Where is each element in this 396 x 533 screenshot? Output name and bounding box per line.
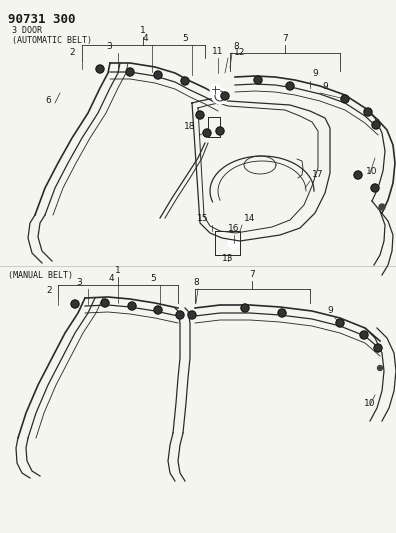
Text: 8: 8 (193, 278, 199, 287)
Circle shape (354, 171, 362, 179)
Text: 16: 16 (228, 224, 240, 233)
Text: 3: 3 (76, 278, 82, 287)
Circle shape (154, 306, 162, 314)
Text: 1: 1 (115, 266, 121, 275)
Text: 3 DOOR
(AUTOMATIC BELT): 3 DOOR (AUTOMATIC BELT) (12, 26, 92, 45)
Text: 7: 7 (249, 270, 255, 279)
Circle shape (377, 366, 383, 370)
Circle shape (210, 84, 220, 94)
Circle shape (221, 92, 229, 100)
Circle shape (336, 319, 344, 327)
Text: 9: 9 (312, 69, 318, 78)
Circle shape (203, 129, 211, 137)
Circle shape (188, 311, 196, 319)
Text: 2: 2 (69, 48, 75, 57)
Text: 18: 18 (183, 122, 195, 131)
Text: (MANUAL BELT): (MANUAL BELT) (8, 271, 73, 280)
Circle shape (71, 300, 79, 308)
Circle shape (278, 309, 286, 317)
Text: 4: 4 (109, 274, 114, 283)
Circle shape (371, 184, 379, 192)
Circle shape (254, 76, 262, 84)
Text: 1: 1 (140, 26, 146, 35)
Text: 17: 17 (312, 170, 324, 179)
Text: 10: 10 (366, 167, 378, 176)
Text: 7: 7 (282, 34, 288, 43)
Text: 5: 5 (150, 274, 156, 283)
Text: 14: 14 (244, 214, 255, 223)
Circle shape (216, 127, 224, 135)
Circle shape (176, 311, 184, 319)
Circle shape (228, 237, 240, 249)
Circle shape (181, 77, 189, 85)
Text: 9: 9 (327, 306, 333, 315)
Circle shape (241, 304, 249, 312)
Text: 8: 8 (233, 42, 239, 51)
Circle shape (379, 204, 385, 210)
Text: 90731 300: 90731 300 (8, 13, 76, 26)
Text: 5: 5 (182, 34, 188, 43)
Circle shape (96, 65, 104, 73)
Circle shape (154, 71, 162, 79)
Circle shape (360, 331, 368, 339)
Text: 3: 3 (106, 42, 112, 51)
Text: 4: 4 (143, 34, 148, 43)
Circle shape (196, 111, 204, 119)
Circle shape (364, 108, 372, 116)
Circle shape (374, 344, 382, 352)
Text: 15: 15 (196, 214, 208, 223)
Text: 2: 2 (46, 286, 52, 295)
Circle shape (126, 68, 134, 76)
Text: 6: 6 (45, 96, 51, 105)
Text: 12: 12 (234, 48, 246, 57)
Circle shape (341, 95, 349, 103)
Text: 13: 13 (222, 254, 234, 263)
Circle shape (212, 88, 228, 104)
Circle shape (101, 299, 109, 307)
Text: 9: 9 (322, 82, 328, 91)
Circle shape (372, 121, 380, 129)
Circle shape (286, 82, 294, 90)
Text: 11: 11 (212, 47, 224, 56)
Circle shape (128, 302, 136, 310)
Text: 10: 10 (364, 399, 376, 408)
